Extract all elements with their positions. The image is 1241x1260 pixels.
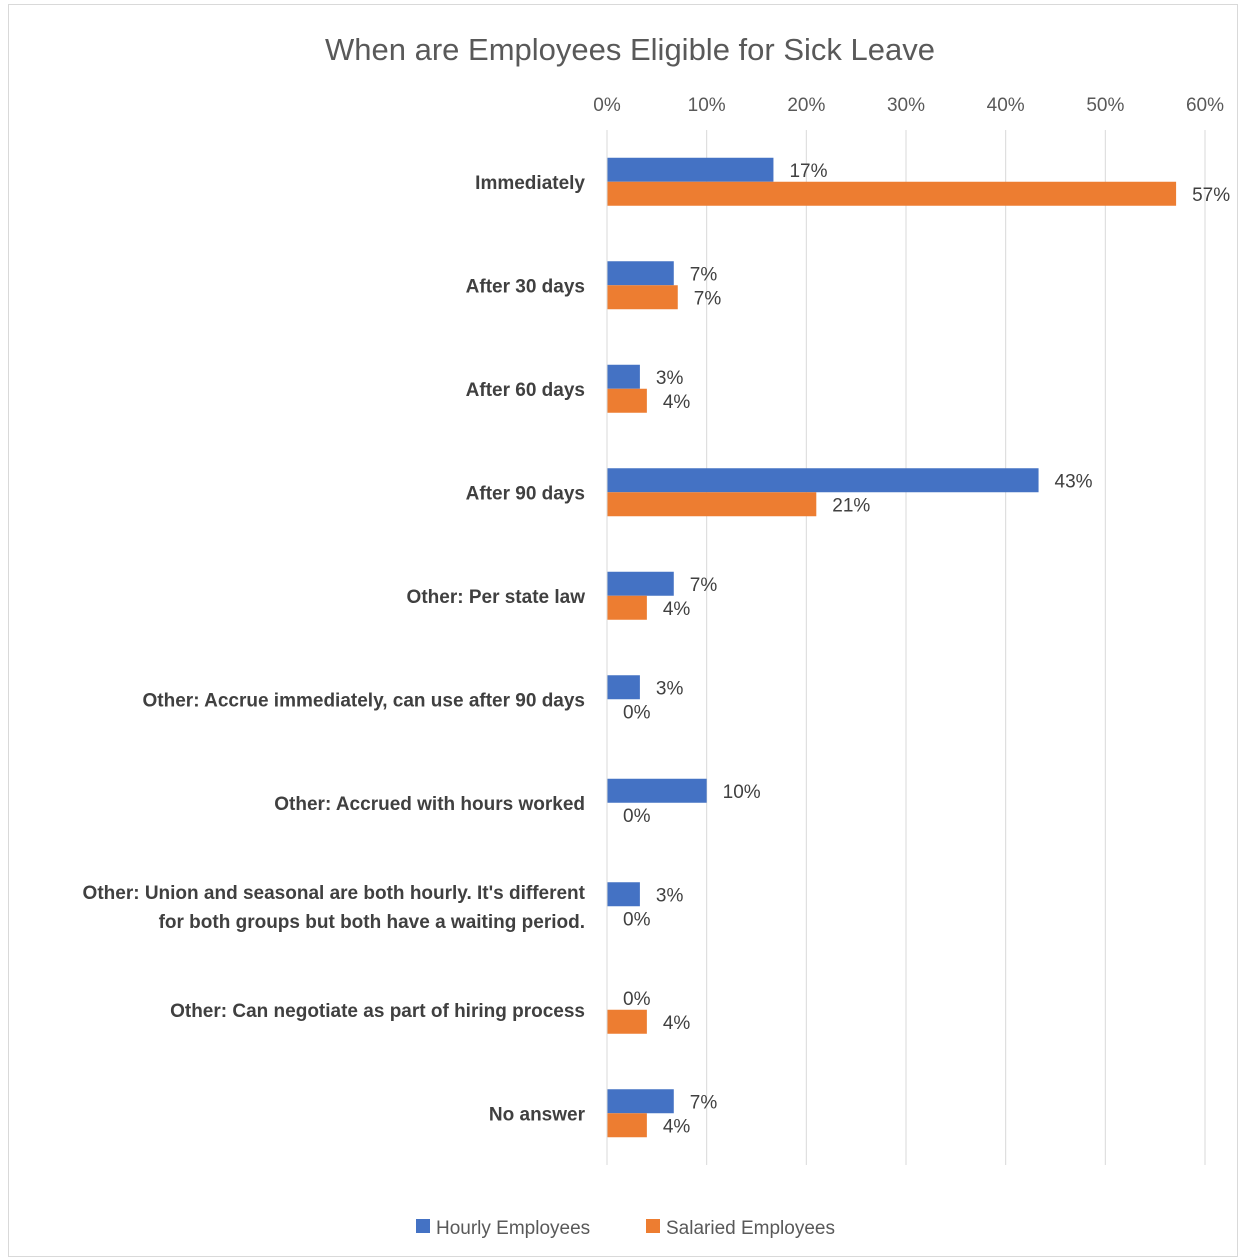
data-label: 3% [656,368,684,389]
bar-hourly [607,882,640,907]
bar-hourly [607,1089,674,1114]
data-label: 4% [663,599,691,620]
bar-hourly [607,261,674,286]
category-label: Other: Can negotiate as part of hiring p… [170,1001,585,1022]
bar-hourly [607,571,674,596]
data-label: 4% [663,392,691,413]
x-tick-label: 0% [593,95,621,116]
bar-salaried [607,181,1177,206]
category-label: for both groups but both have a waiting … [159,912,585,933]
data-label: 4% [663,1013,691,1034]
data-label: 7% [690,264,718,285]
category-label: After 60 days [466,380,585,401]
x-tick-label: 20% [787,95,825,116]
data-label: 43% [1055,471,1093,492]
x-tick-label: 30% [887,95,925,116]
data-label: 57% [1192,185,1230,206]
data-label: 17% [789,161,827,182]
category-label: Other: Accrued with hours worked [274,794,585,815]
data-label: 3% [656,678,684,699]
data-label: 7% [690,1092,718,1113]
category-label: Immediately [475,173,585,194]
bar-salaried [607,595,647,620]
bar-hourly [607,468,1039,493]
chart-area [8,4,1238,1257]
category-label: After 90 days [466,483,585,504]
bar-salaried [607,1009,647,1034]
x-tick-label: 60% [1186,95,1224,116]
data-label: 7% [694,288,722,309]
chart-title: When are Employees Eligible for Sick Lea… [325,32,935,67]
data-label: 0% [623,909,651,930]
category-labels: Immediately After 30 days After 60 days Aft… [83,173,586,1126]
data-label: 0% [623,702,651,723]
bar-salaried [607,1113,647,1138]
data-label: 4% [663,1116,691,1137]
category-label: Other: Union and seasonal are both hourl… [83,883,586,904]
category-label: Other: Accrue immediately, can use after… [143,690,585,711]
data-label: 0% [623,989,651,1010]
bar-hourly [607,675,640,700]
gridlines [606,130,1206,1165]
legend-label: Salaried Employees [666,1218,835,1239]
legend-swatch [646,1219,660,1233]
category-label: Other: Per state law [407,587,586,608]
x-tick-label: 40% [987,95,1025,116]
data-label: 7% [690,575,718,596]
legend: Hourly Employees Salaried Employees [416,1218,835,1239]
data-label: 3% [656,885,684,906]
bars [607,157,1177,1138]
data-label: 0% [623,806,651,827]
bar-salaried [607,492,817,517]
x-tick-label: 50% [1086,95,1124,116]
x-axis-ticks: 0% 10% 20% 30% 40% 50% 60% [593,95,1224,116]
data-labels: 17%57%7%7%3%4%43%21%7%4%3%0%10%0%3%0%0%4… [623,161,1230,1138]
category-label: No answer [489,1104,586,1125]
data-label: 10% [723,782,761,803]
bar-salaried [607,388,647,413]
legend-label: Hourly Employees [436,1218,590,1239]
x-tick-label: 10% [688,95,726,116]
bar-hourly [607,364,640,389]
category-label: After 30 days [466,276,585,297]
bar-hourly [607,778,707,803]
bar-hourly [607,157,774,182]
legend-swatch [416,1219,430,1233]
data-label: 21% [832,495,870,516]
bar-salaried [607,285,678,310]
